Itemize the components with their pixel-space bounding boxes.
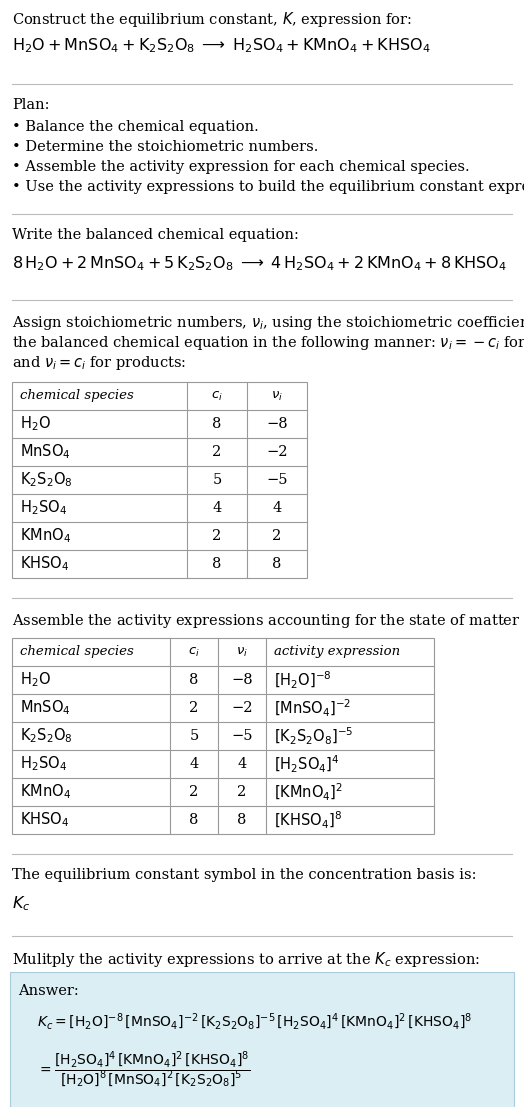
Text: 8: 8 [189, 813, 199, 827]
Text: 4: 4 [189, 757, 199, 770]
Text: $\mathrm{H_2SO_4}$: $\mathrm{H_2SO_4}$ [20, 755, 67, 774]
Text: $\mathrm{8\,H_2O + 2\,MnSO_4 + 5\,K_2S_2O_8 \;\longrightarrow\; 4\,H_2SO_4 + 2\,: $\mathrm{8\,H_2O + 2\,MnSO_4 + 5\,K_2S_2… [12, 254, 507, 272]
Text: $\mathrm{KMnO_4}$: $\mathrm{KMnO_4}$ [20, 783, 71, 801]
Text: $\mathrm{KHSO_4}$: $\mathrm{KHSO_4}$ [20, 810, 70, 829]
Text: Assemble the activity expressions accounting for the state of matter and $\nu_i$: Assemble the activity expressions accoun… [12, 612, 524, 630]
Text: 4: 4 [212, 501, 222, 515]
Text: Mulitply the activity expressions to arrive at the $K_c$ expression:: Mulitply the activity expressions to arr… [12, 950, 480, 969]
Bar [10, 972, 514, 1107]
Text: 4: 4 [237, 757, 247, 770]
Text: −5: −5 [231, 730, 253, 743]
Text: 2: 2 [212, 529, 222, 544]
Text: 8: 8 [212, 417, 222, 431]
Text: −2: −2 [231, 701, 253, 715]
Text: Answer:: Answer: [18, 984, 79, 999]
Text: $\mathrm{MnSO_4}$: $\mathrm{MnSO_4}$ [20, 443, 71, 462]
Text: Write the balanced chemical equation:: Write the balanced chemical equation: [12, 228, 299, 242]
Text: $[\mathrm{K_2S_2O_8}]^{-5}$: $[\mathrm{K_2S_2O_8}]^{-5}$ [274, 725, 354, 746]
Text: the balanced chemical equation in the following manner: $\nu_i = -c_i$ for react: the balanced chemical equation in the fo… [12, 334, 524, 352]
Text: $[\mathrm{KMnO_4}]^{2}$: $[\mathrm{KMnO_4}]^{2}$ [274, 782, 343, 803]
Text: $\mathrm{KMnO_4}$: $\mathrm{KMnO_4}$ [20, 527, 71, 546]
Text: $\mathrm{H_2O}$: $\mathrm{H_2O}$ [20, 415, 51, 433]
Text: $[\mathrm{H_2O}]^{-8}$: $[\mathrm{H_2O}]^{-8}$ [274, 670, 332, 691]
Text: $c_i$: $c_i$ [211, 390, 223, 403]
Text: • Assemble the activity expression for each chemical species.: • Assemble the activity expression for e… [12, 161, 470, 174]
Text: $[\mathrm{MnSO_4}]^{-2}$: $[\mathrm{MnSO_4}]^{-2}$ [274, 697, 351, 718]
Text: $\mathrm{K_2S_2O_8}$: $\mathrm{K_2S_2O_8}$ [20, 470, 73, 489]
Text: chemical species: chemical species [20, 645, 134, 659]
Text: 8: 8 [189, 673, 199, 687]
Text: 5: 5 [189, 730, 199, 743]
Bar [12, 638, 434, 834]
Text: $\mathrm{K_2S_2O_8}$: $\mathrm{K_2S_2O_8}$ [20, 726, 73, 745]
Text: $\mathrm{H_2SO_4}$: $\mathrm{H_2SO_4}$ [20, 498, 67, 517]
Text: • Determine the stoichiometric numbers.: • Determine the stoichiometric numbers. [12, 139, 319, 154]
Text: 8: 8 [272, 557, 282, 571]
Text: 2: 2 [272, 529, 281, 544]
Text: 5: 5 [212, 473, 222, 487]
Text: −2: −2 [266, 445, 288, 459]
Text: $[\mathrm{KHSO_4}]^{8}$: $[\mathrm{KHSO_4}]^{8}$ [274, 809, 342, 830]
Text: $= \dfrac{[\mathrm{H_2SO_4}]^{4}\,[\mathrm{KMnO_4}]^{2}\,[\mathrm{KHSO_4}]^{8}}{: $= \dfrac{[\mathrm{H_2SO_4}]^{4}\,[\math… [37, 1051, 250, 1090]
Text: • Use the activity expressions to build the equilibrium constant expression.: • Use the activity expressions to build … [12, 180, 524, 194]
Text: $\nu_i$: $\nu_i$ [271, 390, 283, 403]
Text: $K_c$: $K_c$ [12, 894, 30, 912]
Text: $\mathrm{MnSO_4}$: $\mathrm{MnSO_4}$ [20, 699, 71, 717]
Text: 8: 8 [237, 813, 247, 827]
Text: 2: 2 [212, 445, 222, 459]
Text: 2: 2 [189, 701, 199, 715]
Bar [12, 382, 307, 578]
Text: $[\mathrm{H_2SO_4}]^{4}$: $[\mathrm{H_2SO_4}]^{4}$ [274, 754, 340, 775]
Text: −8: −8 [266, 417, 288, 431]
Text: $K_c = [\mathrm{H_2O}]^{-8}\,[\mathrm{MnSO_4}]^{-2}\,[\mathrm{K_2S_2O_8}]^{-5}\,: $K_c = [\mathrm{H_2O}]^{-8}\,[\mathrm{Mn… [37, 1012, 472, 1033]
Text: $\mathrm{H_2O + MnSO_4 + K_2S_2O_8 \;\longrightarrow\; H_2SO_4 + KMnO_4 + KHSO_4: $\mathrm{H_2O + MnSO_4 + K_2S_2O_8 \;\lo… [12, 37, 431, 54]
Text: 2: 2 [237, 785, 247, 799]
Text: and $\nu_i = c_i$ for products:: and $\nu_i = c_i$ for products: [12, 354, 187, 372]
Text: Assign stoichiometric numbers, $\nu_i$, using the stoichiometric coefficients, $: Assign stoichiometric numbers, $\nu_i$, … [12, 314, 524, 332]
Text: activity expression: activity expression [274, 645, 400, 659]
Text: chemical species: chemical species [20, 390, 134, 403]
Text: $\mathrm{KHSO_4}$: $\mathrm{KHSO_4}$ [20, 555, 70, 573]
Text: 4: 4 [272, 501, 281, 515]
Text: Construct the equilibrium constant, $K$, expression for:: Construct the equilibrium constant, $K$,… [12, 10, 412, 29]
Text: $\nu_i$: $\nu_i$ [236, 645, 248, 659]
Text: −5: −5 [266, 473, 288, 487]
Text: Plan:: Plan: [12, 99, 49, 112]
Text: 8: 8 [212, 557, 222, 571]
Text: −8: −8 [231, 673, 253, 687]
Text: • Balance the chemical equation.: • Balance the chemical equation. [12, 120, 259, 134]
Text: $\mathrm{H_2O}$: $\mathrm{H_2O}$ [20, 671, 51, 690]
Text: The equilibrium constant symbol in the concentration basis is:: The equilibrium constant symbol in the c… [12, 868, 476, 882]
Text: $c_i$: $c_i$ [188, 645, 200, 659]
Text: 2: 2 [189, 785, 199, 799]
